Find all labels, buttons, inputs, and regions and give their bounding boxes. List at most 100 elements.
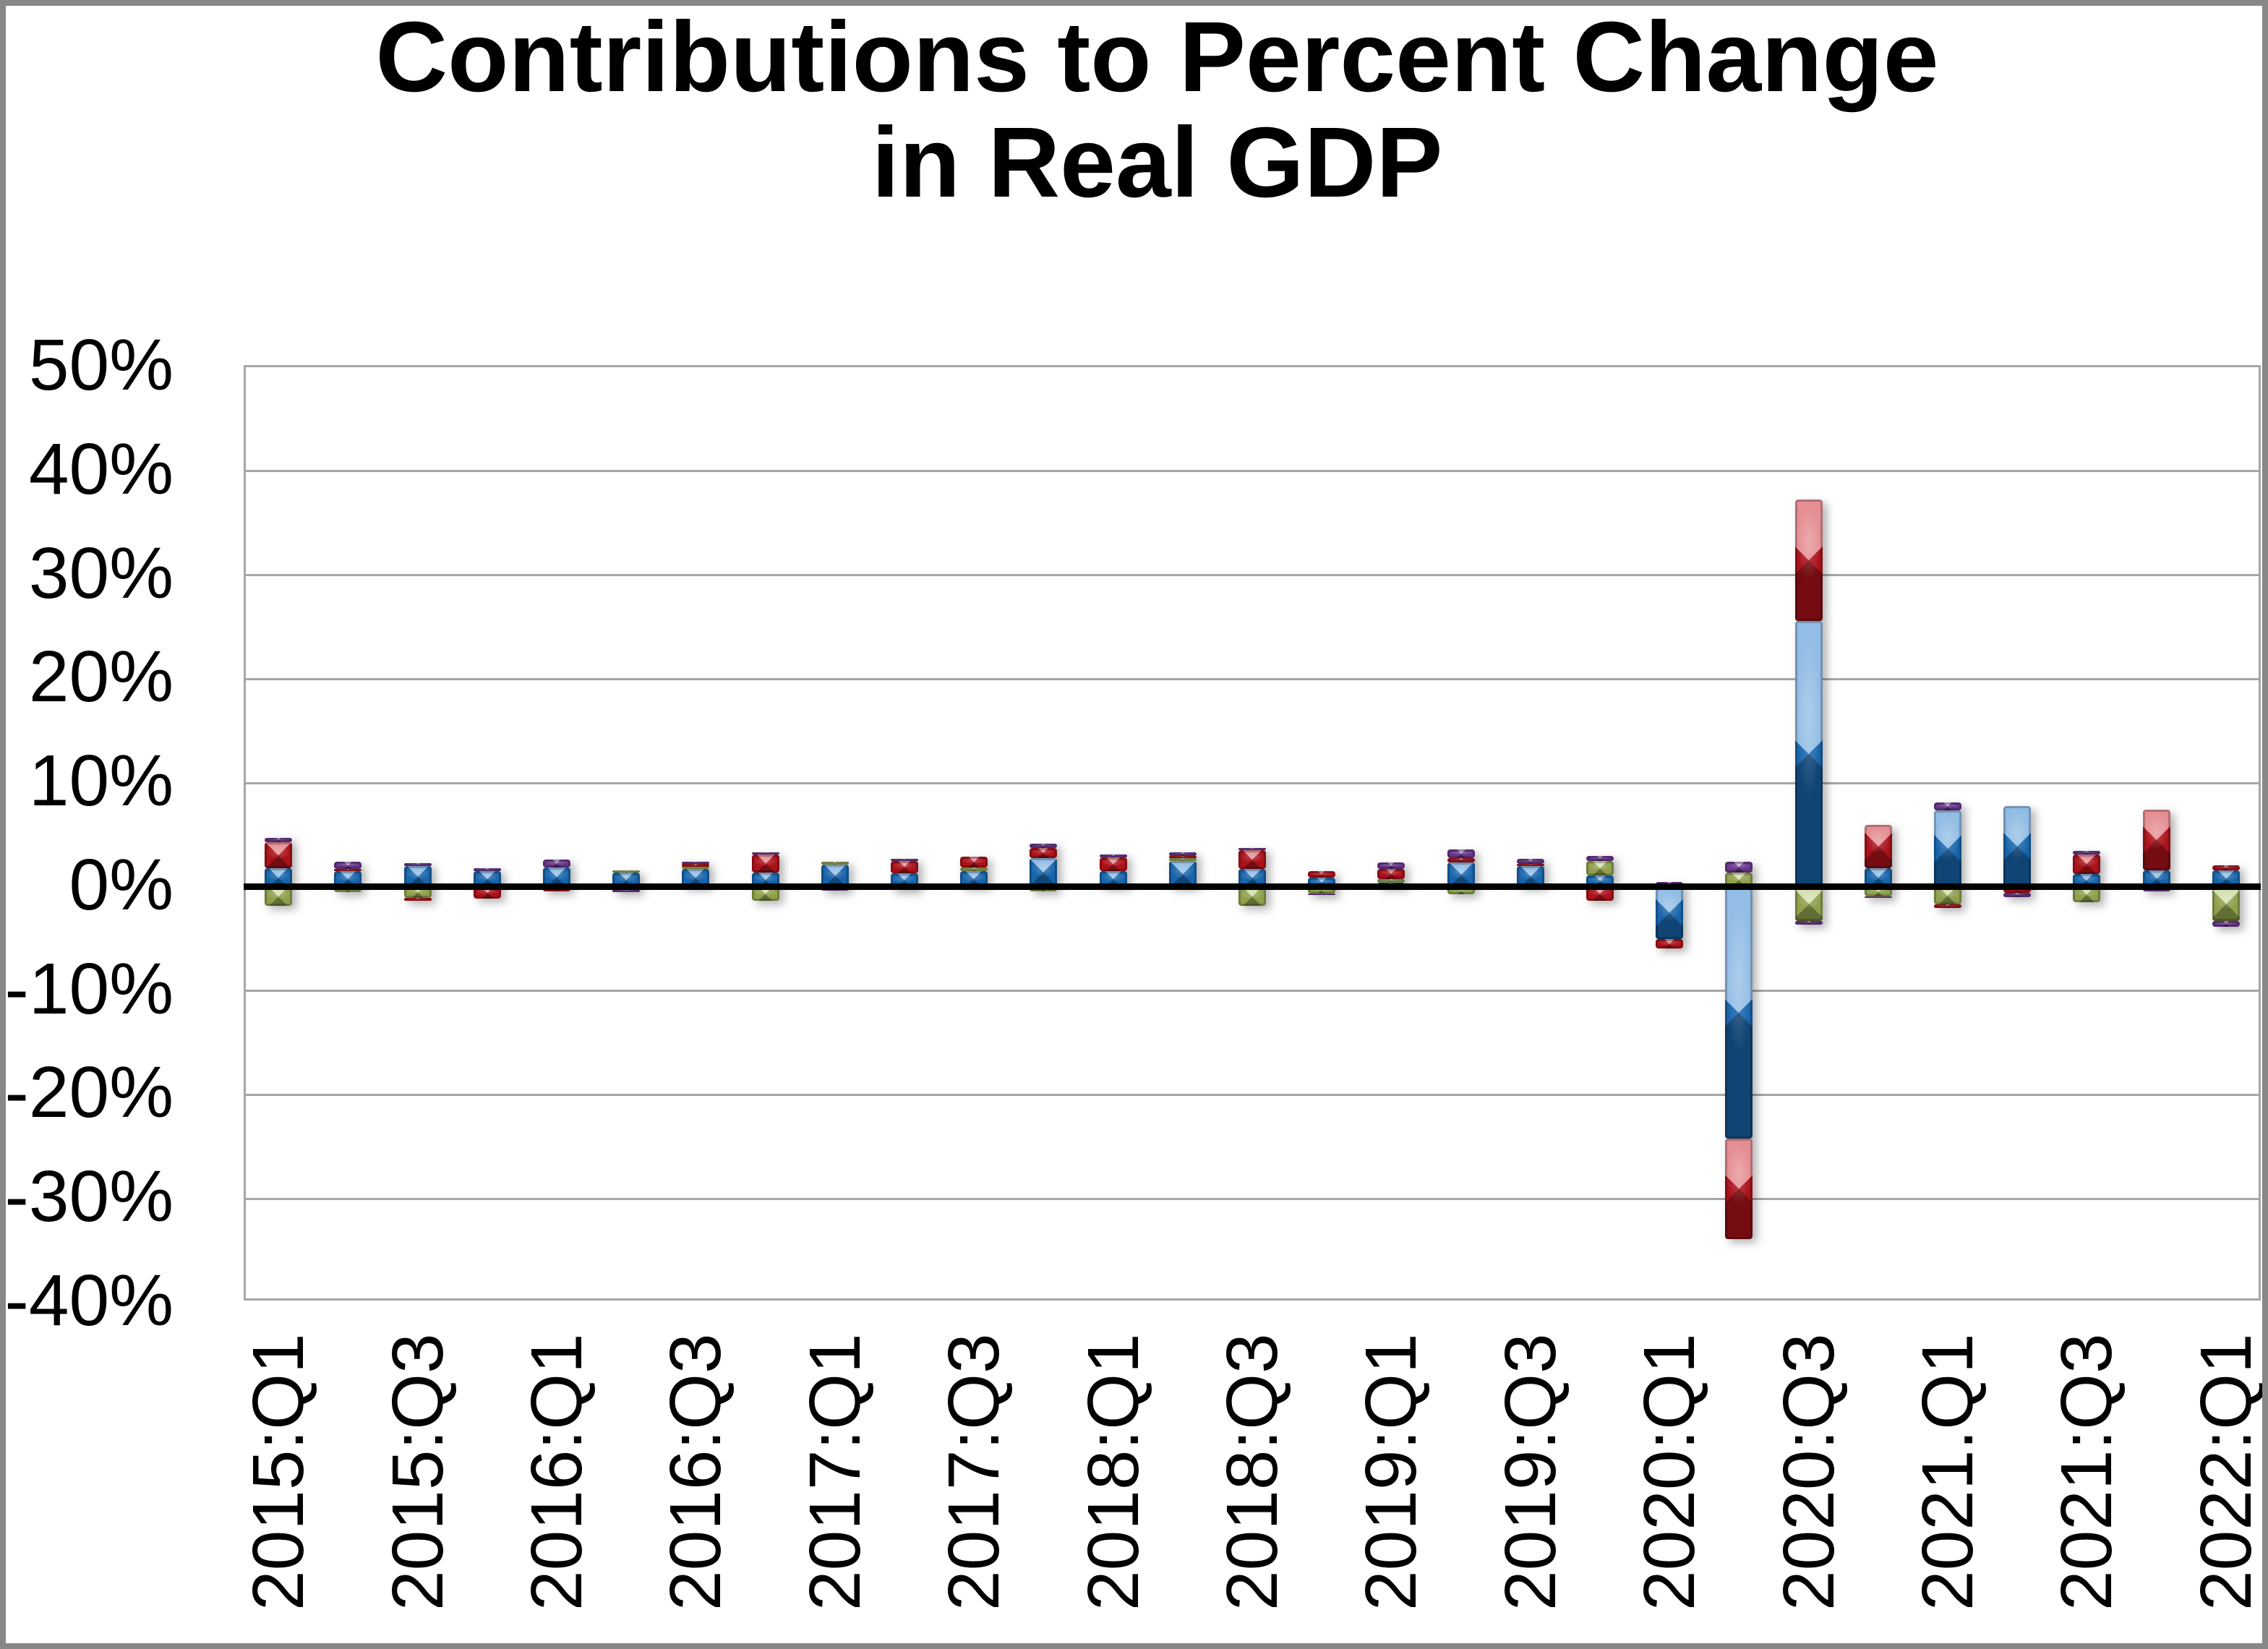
- bar-segment-purple: [1794, 921, 1823, 925]
- bar-segment-red: [751, 855, 779, 873]
- bar-segment-purple: [403, 862, 432, 867]
- bar-segment-blue: [960, 871, 988, 887]
- bar-segment-red: [1656, 938, 1684, 948]
- y-tick-label: -30%: [4, 1156, 174, 1238]
- bar-segment-green: [1794, 886, 1823, 922]
- y-tick-label: 10%: [28, 740, 174, 822]
- bar-segment-green: [612, 870, 641, 873]
- bar-segment-red: [265, 842, 293, 868]
- y-tick-label: 20%: [28, 636, 174, 718]
- bar-segment-blue: [1656, 886, 1684, 939]
- bar-segment-blue: [403, 866, 432, 887]
- bar-segment-purple: [2212, 921, 2240, 928]
- bar-segment-purple: [542, 859, 570, 868]
- x-tick-label: 2019:Q1: [1351, 1333, 1432, 1611]
- bar-segment-blue: [890, 873, 918, 887]
- zero-axis-line: [244, 883, 2261, 891]
- bar-segment-blue: [1934, 810, 1962, 887]
- bar-segment-purple: [1447, 849, 1475, 859]
- bar-segment-blue: [1030, 858, 1058, 887]
- chart-title-line1: Contributions to Percent Change: [375, 1, 1939, 113]
- bar-segment-blue: [821, 864, 849, 887]
- bar-segment-purple: [751, 852, 779, 855]
- bar-segment-purple: [1586, 855, 1614, 861]
- bar-segment-red: [682, 864, 710, 867]
- x-tick-label: 2021.Q1: [1907, 1333, 1989, 1611]
- bar-segment-red: [1030, 847, 1058, 859]
- bar-segment-red: [2142, 810, 2170, 870]
- bar-segment-red: [1934, 904, 1962, 908]
- bar-segment-green: [1586, 860, 1614, 876]
- gridline: [246, 781, 2259, 784]
- gridline: [246, 470, 2259, 473]
- bar-segment-red: [1864, 824, 1892, 868]
- bar-segment-purple: [2003, 892, 2032, 898]
- bar-segment-purple: [1238, 847, 1266, 850]
- x-tick-label: 2020:Q3: [1768, 1333, 1849, 1611]
- bar-segment-blue: [2003, 805, 2032, 887]
- bar-segment-purple: [1725, 861, 1753, 873]
- bar-segment-purple: [682, 861, 710, 865]
- bar-segment-green: [1447, 886, 1475, 894]
- bar-segment-blue: [2142, 870, 2170, 887]
- bar-segment-purple: [334, 861, 362, 869]
- bar-segment-green: [1934, 886, 1962, 904]
- bar-segment-blue: [542, 867, 570, 887]
- plot-area: [244, 365, 2261, 1301]
- bar-segment-red: [1725, 1138, 1753, 1240]
- bar-segment-green: [821, 861, 849, 865]
- bar-segment-purple: [612, 890, 641, 893]
- y-tick-label: -20%: [4, 1052, 174, 1134]
- bar-segment-green: [2212, 886, 2240, 922]
- bar-segment-purple: [473, 868, 501, 872]
- x-tick-label: 2022:Q1: [2185, 1333, 2267, 1611]
- x-tick-label: 2015:Q1: [238, 1333, 320, 1611]
- bar-segment-blue: [334, 871, 362, 887]
- bar-segment-purple: [1934, 802, 1962, 811]
- bar-segment-red: [1586, 886, 1614, 901]
- gridline: [246, 574, 2259, 577]
- bar-segment-red: [1794, 499, 1823, 621]
- x-tick-label: 2020:Q1: [1629, 1333, 1711, 1611]
- y-tick-label: -40%: [4, 1260, 174, 1341]
- bar-segment-blue: [1516, 866, 1544, 887]
- x-tick-label: 2018:Q1: [1072, 1333, 1154, 1611]
- bar-segment-green: [682, 866, 710, 870]
- x-tick-label: 2019:Q3: [1489, 1333, 1571, 1611]
- bar-segment-green: [2073, 886, 2101, 903]
- bar-segment-blue: [1794, 620, 1823, 887]
- gridline: [246, 1093, 2259, 1096]
- bar-segment-red: [1099, 857, 1127, 872]
- bar-segment-purple: [890, 859, 918, 861]
- bar-segment-purple: [1377, 862, 1405, 870]
- y-tick-label: 0%: [69, 844, 174, 925]
- bar-segment-blue: [1447, 862, 1475, 887]
- gridline: [246, 990, 2259, 993]
- bar-segment-green: [1377, 879, 1405, 883]
- x-tick-label: 2017:Q3: [933, 1333, 1015, 1611]
- bar-segment-blue: [1725, 886, 1753, 1139]
- bar-segment-blue: [751, 873, 779, 887]
- bar-segment-green: [1725, 873, 1753, 887]
- x-tick-label: 2017:Q1: [794, 1333, 876, 1611]
- y-tick-label: -10%: [4, 948, 174, 1029]
- bar-segment-red: [1377, 869, 1405, 880]
- bar-segment-red: [403, 897, 432, 901]
- x-tick-label: 2015:Q3: [377, 1333, 458, 1611]
- bar-segment-purple: [265, 838, 293, 843]
- bar-segment-red: [890, 860, 918, 874]
- bar-segment-green: [751, 886, 779, 901]
- x-tick-label: 2016:Q3: [655, 1333, 737, 1611]
- bar-segment-blue: [612, 873, 641, 887]
- bar-segment-blue: [1168, 860, 1197, 887]
- bar-segment-red: [960, 857, 988, 868]
- x-tick-label: 2021:Q3: [2046, 1333, 2128, 1611]
- bar-segment-red: [2212, 865, 2240, 870]
- bar-segment-green: [1168, 858, 1197, 861]
- bar-segment-blue: [2212, 870, 2240, 887]
- bar-segment-purple: [1864, 896, 1892, 898]
- bar-segment-red: [1447, 858, 1475, 863]
- y-tick-label: 50%: [28, 325, 174, 406]
- gridline: [246, 677, 2259, 680]
- bar-segment-red: [1516, 863, 1544, 867]
